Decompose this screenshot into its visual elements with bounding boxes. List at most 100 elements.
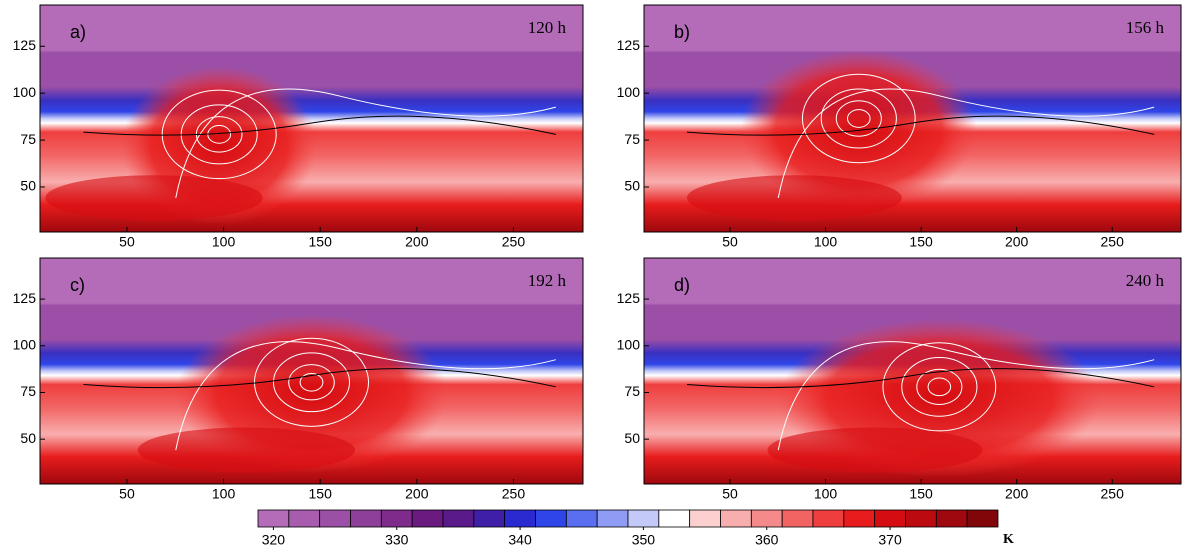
x-tick-label: 50 <box>722 234 738 250</box>
colorbar-box <box>380 509 413 528</box>
colorbar-box <box>504 509 536 528</box>
x-tick-label: 100 <box>814 486 838 502</box>
x-tick-label: 50 <box>722 486 738 502</box>
colorbar-unit: K <box>1003 532 1014 547</box>
x-tick-label: 250 <box>1101 234 1125 250</box>
colorbar-box <box>442 509 475 528</box>
colorbar-box <box>288 509 321 528</box>
isoline <box>847 109 871 128</box>
x-tick-label: 250 <box>1101 486 1125 502</box>
x-tick-label: 200 <box>405 234 429 250</box>
isoline <box>901 356 978 417</box>
y-tick-label: 75 <box>20 383 36 399</box>
field <box>644 5 1181 232</box>
isoline <box>175 341 556 451</box>
x-tick-label: 100 <box>212 486 236 502</box>
x-tick-label: 200 <box>1005 486 1029 502</box>
isoline <box>253 337 370 427</box>
x-tick-label: 250 <box>502 486 526 502</box>
isoline <box>180 104 258 165</box>
field <box>644 258 1181 484</box>
y-tick-label: 125 <box>617 290 641 306</box>
x-tick-label: 150 <box>909 486 933 502</box>
colorbar-tick-label: 340 <box>508 532 532 548</box>
x-tick-label: 100 <box>212 234 236 250</box>
black-contour <box>83 368 556 389</box>
isoline <box>882 342 997 432</box>
colorbar-box <box>257 509 290 528</box>
colorbar-box <box>843 509 876 528</box>
plot-frame <box>643 257 1182 485</box>
isoline <box>175 88 556 199</box>
field <box>40 5 583 232</box>
tail <box>686 175 902 221</box>
tail <box>767 427 983 473</box>
colorbar-tick-label: 330 <box>385 532 409 548</box>
x-tick-label: 150 <box>909 234 933 250</box>
x-tick-label: 150 <box>309 486 333 502</box>
x-tick-label: 150 <box>309 234 333 250</box>
black-contour <box>686 368 1155 389</box>
colorbar-box <box>411 509 444 528</box>
y-tick-label: 125 <box>13 290 37 306</box>
isoline <box>927 377 952 397</box>
colorbar-box <box>473 509 506 528</box>
isoline <box>916 368 963 405</box>
colorbar-box <box>966 509 999 528</box>
plot-frame <box>39 4 584 233</box>
black-contour <box>686 115 1155 136</box>
x-tick-label: 50 <box>119 234 135 250</box>
black-contour <box>83 115 556 136</box>
isoline <box>801 73 916 164</box>
colorbar-box <box>781 509 814 528</box>
colorbar-tick-label: 320 <box>262 532 286 548</box>
colorbar-box <box>319 509 351 528</box>
y-tick-label: 100 <box>13 336 37 352</box>
y-tick-label: 50 <box>624 178 640 194</box>
y-tick-label: 75 <box>624 131 640 147</box>
panel-label: c) <box>70 275 85 295</box>
field <box>40 258 583 484</box>
time-label: 156 h <box>1126 18 1165 37</box>
y-tick-label: 50 <box>624 430 640 446</box>
colorbar-box <box>565 509 598 528</box>
colorbar-box <box>535 509 567 528</box>
x-tick-label: 250 <box>502 234 526 250</box>
panel-label: a) <box>70 22 86 42</box>
panel-label: d) <box>674 275 690 295</box>
colorbar-tick-label: 370 <box>878 532 902 548</box>
colorbar-box <box>350 509 382 528</box>
isoline <box>299 372 324 392</box>
isoline <box>777 88 1155 199</box>
isoline <box>835 100 882 137</box>
colorbar-box <box>874 509 906 528</box>
isoline <box>820 88 897 149</box>
y-tick-label: 75 <box>624 383 640 399</box>
time-label: 240 h <box>1126 271 1165 290</box>
tail <box>137 427 355 473</box>
isoline <box>272 352 351 413</box>
plot-frame <box>39 257 584 485</box>
x-tick-label: 50 <box>119 486 135 502</box>
isoline <box>777 341 1155 451</box>
colorbar-box <box>812 509 845 528</box>
colorbar-box <box>905 509 937 528</box>
y-tick-label: 100 <box>617 336 641 352</box>
tail <box>45 175 263 221</box>
isoline <box>161 89 277 180</box>
time-label: 192 h <box>528 271 567 290</box>
y-tick-label: 100 <box>13 84 37 100</box>
colorbar-box <box>935 509 968 528</box>
panel-label: b) <box>674 22 690 42</box>
colorbar-box <box>596 509 629 528</box>
y-tick-label: 75 <box>20 131 36 147</box>
isoline <box>288 364 335 401</box>
colorbar-tick-label: 350 <box>632 532 656 548</box>
y-tick-label: 50 <box>20 178 36 194</box>
x-tick-label: 200 <box>405 486 429 502</box>
time-label: 120 h <box>528 18 567 37</box>
x-tick-label: 200 <box>1005 234 1029 250</box>
x-tick-label: 100 <box>814 234 838 250</box>
